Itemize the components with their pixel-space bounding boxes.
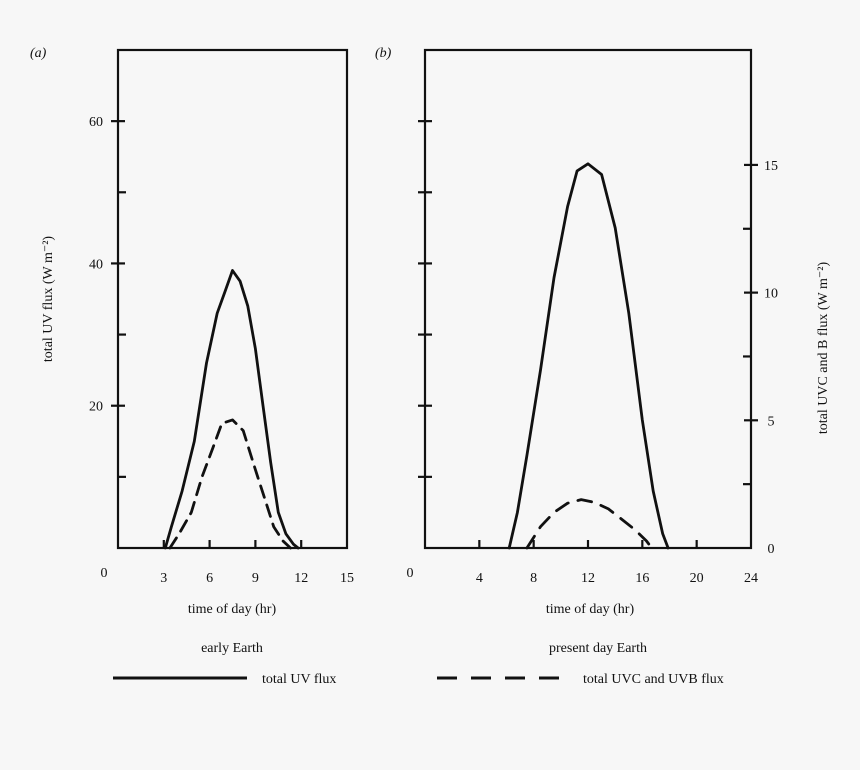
y-tick-label-20: 20 [89, 400, 103, 415]
panel-b-label: (b) [375, 46, 392, 61]
panel-b-right-ticks: 0 5 10 15 [743, 159, 778, 557]
right-tick-label-15: 15 [764, 159, 778, 174]
legend-label-uvc-uvb: total UVC and UVB flux [583, 672, 724, 687]
right-tick-label-5: 5 [768, 414, 775, 429]
panel-b-x-ticks: 4 8 12 16 20 24 [476, 540, 758, 586]
x-tick-label-24: 24 [744, 571, 758, 586]
right-tick-label-0: 0 [768, 542, 775, 557]
panel-b-y-axis-label: total UVC and B flux (W m⁻²) [816, 262, 831, 435]
series-line-uv [163, 269, 300, 550]
x-tick-label-20: 20 [690, 571, 704, 586]
panel-a-frame [116, 48, 349, 550]
x-tick-label-3: 3 [160, 571, 167, 586]
x-tick-label-9: 9 [252, 571, 259, 586]
panel-a-label: (a) [30, 46, 47, 61]
series-line-uvc-uvb [168, 418, 292, 550]
x-tick-label-15: 15 [340, 571, 354, 586]
x-tick-label-6: 6 [206, 571, 213, 586]
y-tick-label-60: 60 [89, 115, 103, 130]
x-tick-label-8: 8 [530, 571, 537, 586]
panel-a-origin-label: 0 [101, 566, 108, 581]
panel-b-caption: present day Earth [549, 641, 647, 656]
x-tick-label-16: 16 [635, 571, 649, 586]
panel-a: (a) 20 40 60 3 6 9 12 15 0 time of day (hr) to… [30, 46, 354, 656]
panel-b: (b) 0 5 10 15 4 8 12 16 20 24 0 time of day (hr)… [375, 46, 831, 656]
x-tick-label-4: 4 [476, 571, 483, 586]
panel-a-y-ticks: 20 40 60 [89, 115, 126, 478]
legend: total UV flux total UVC and UVB flux [113, 672, 724, 687]
x-tick-label-12: 12 [581, 571, 595, 586]
legend-label-uv: total UV flux [262, 672, 336, 687]
panel-a-series [163, 269, 300, 550]
panel-b-origin-label: 0 [407, 566, 414, 581]
series-line-uvc-uvb [525, 498, 654, 550]
panel-a-x-axis-label: time of day (hr) [188, 602, 277, 617]
x-tick-label-12: 12 [294, 571, 308, 586]
series-line-uv [507, 162, 670, 550]
panel-b-left-ticks [418, 120, 432, 478]
panel-a-y-axis-label: total UV flux (W m⁻²) [41, 236, 56, 363]
panel-b-frame [423, 48, 753, 550]
y-tick-label-40: 40 [89, 257, 103, 272]
panel-a-caption: early Earth [201, 641, 263, 656]
panel-b-x-axis-label: time of day (hr) [546, 602, 635, 617]
panel-a-x-ticks: 3 6 9 12 15 [160, 540, 354, 586]
panel-b-series [507, 162, 670, 550]
right-tick-label-10: 10 [764, 287, 778, 302]
